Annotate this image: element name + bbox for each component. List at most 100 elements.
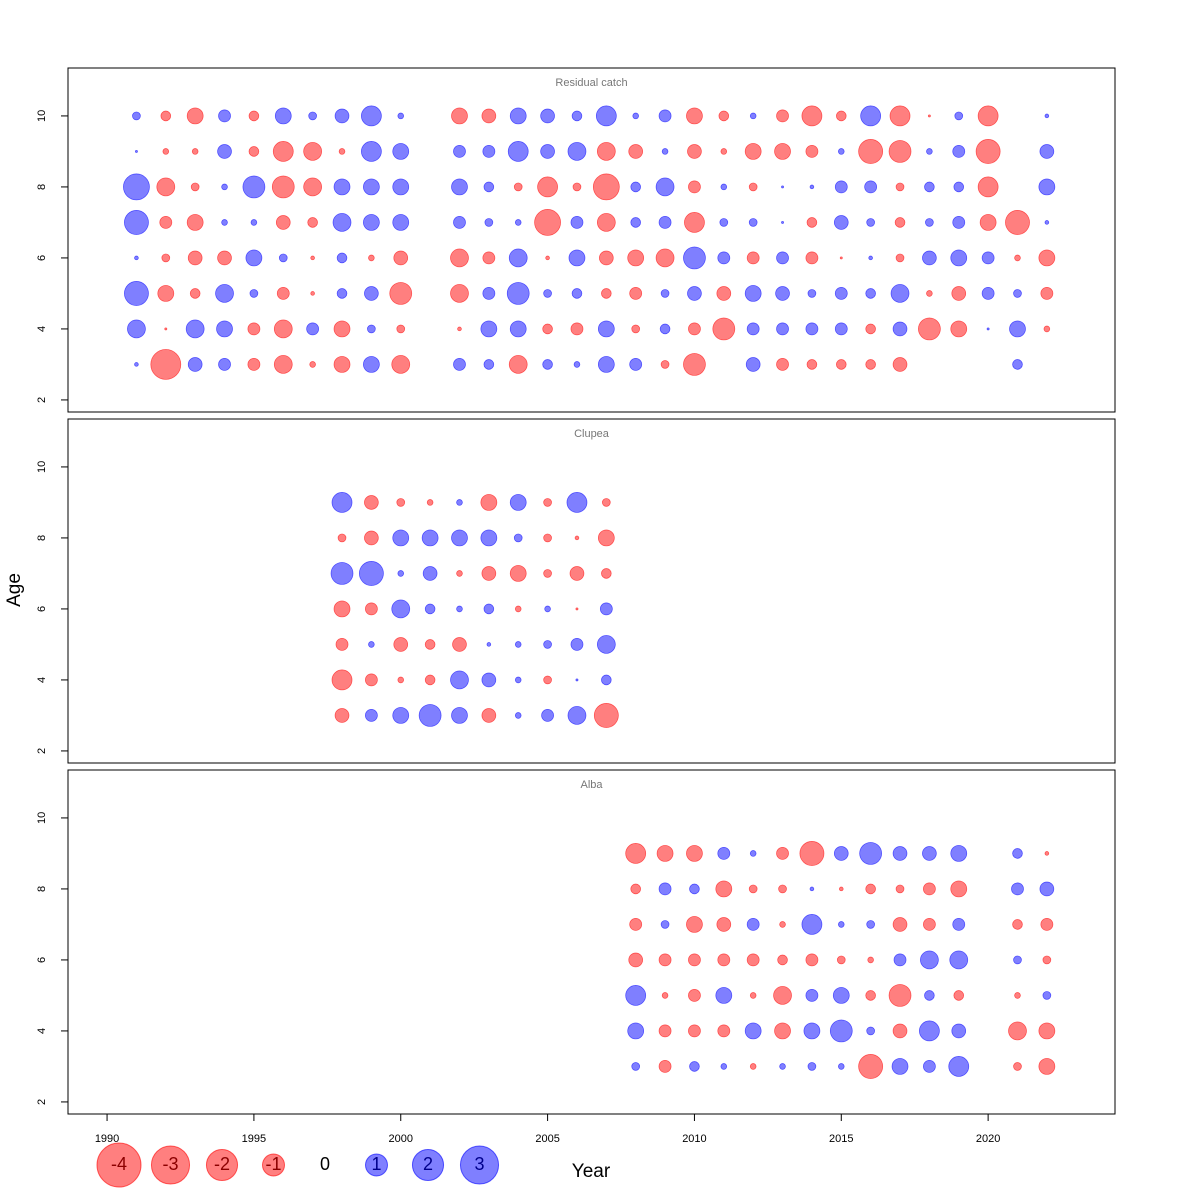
bubble [838,921,845,928]
bubble [424,674,436,686]
bubble [806,217,818,228]
bubble [1014,992,1021,999]
bubble [838,148,845,155]
bubble [456,605,463,613]
y-tick-label: 8 [36,886,48,892]
bubble [217,250,232,266]
bubble [748,884,758,894]
bubble [481,708,497,723]
bubble [599,250,614,266]
y-tick-label: 4 [36,677,48,683]
bubble [923,1060,936,1073]
bubble [480,494,498,511]
bubble [156,177,176,197]
bubble [453,216,466,229]
bubble [396,324,406,334]
bubble [895,253,905,263]
y-tick-label: 2 [36,397,48,403]
bubble [391,599,411,619]
bubble [514,712,522,719]
bubble [660,920,670,929]
bubble [746,251,760,265]
bubble [333,320,351,338]
bubble [593,703,619,728]
bubble [334,108,350,124]
x-tick-label: 2010 [682,1133,706,1145]
bubble [717,1024,731,1038]
bubble [720,1063,728,1070]
bubble [573,361,581,368]
bubble [951,1023,967,1039]
bubble [891,1058,909,1075]
bubble [567,706,587,725]
bubble [596,213,616,232]
x-tick-label: 1990 [95,1133,119,1145]
bubble [157,285,175,302]
bubble [888,984,912,1007]
bubble [924,181,935,193]
bubble [986,327,990,331]
bubble [248,146,260,157]
bubble [836,110,847,122]
bubble [599,602,613,616]
bubble [923,882,936,896]
bubble [509,565,527,582]
bubble [481,566,497,581]
bubble [950,320,968,338]
bubble [127,319,146,339]
bubble [509,320,527,338]
bubble [625,985,647,1006]
panel-frame [67,67,1116,413]
bubble [807,289,817,298]
bubble [924,990,935,1001]
bubble [1038,178,1056,196]
bubble [832,987,850,1004]
bubble [952,216,966,229]
bubble [686,845,703,862]
bubble [889,105,911,127]
bubble [809,184,815,190]
bubble [839,886,844,892]
bubble [218,109,231,123]
bubble [1042,955,1052,965]
bubble [660,289,670,298]
bubble [1013,1062,1022,1071]
bubble [164,327,168,331]
bubble [807,1062,817,1071]
bubble [975,139,1001,164]
bubble [570,638,584,651]
bubble [977,105,999,127]
bubble [572,182,582,192]
bubble [597,320,615,338]
bubble [450,670,469,690]
bubble [806,359,818,370]
bubble [717,847,731,860]
bubble [661,148,669,155]
bubble [570,322,584,336]
bubble [365,709,378,722]
bubble [452,637,467,652]
bubble [628,144,644,159]
bubble [513,182,523,192]
bubble [660,360,670,369]
bubble [656,845,674,862]
bubble [683,246,706,270]
bubble [306,322,320,336]
bubble [361,105,382,127]
bubble [686,107,703,125]
bubble [543,533,552,543]
bubble [836,955,846,965]
bubble [338,148,346,155]
bubble [865,883,876,895]
bubble [658,953,672,967]
bubble [540,108,555,124]
panel-frame [67,418,1116,764]
bubble [123,173,150,201]
bubble [1038,249,1056,267]
bubble [805,145,819,158]
bubble [245,249,263,267]
bubble [630,181,641,193]
bubble [716,286,732,301]
bubble [1038,1058,1056,1075]
